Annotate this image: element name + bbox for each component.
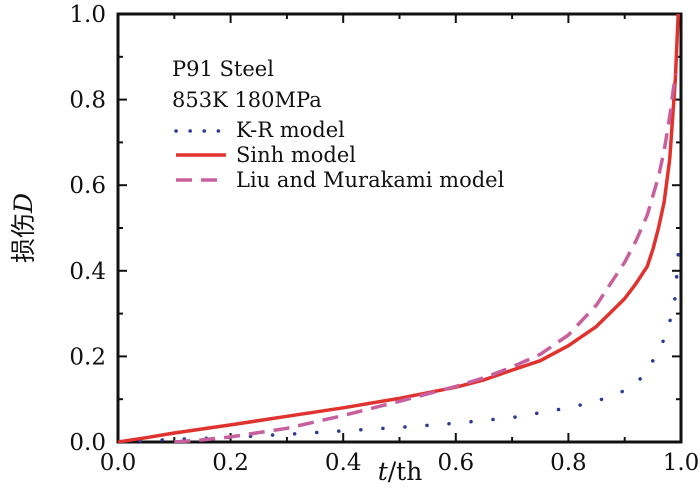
legend-label-kr: K-R model bbox=[236, 118, 345, 142]
x-axis-label: t/th bbox=[378, 457, 423, 486]
x-tick-label: 0.4 bbox=[325, 450, 362, 476]
series-line-sinh-model bbox=[118, 13, 680, 443]
x-tick-label: 0.2 bbox=[212, 450, 249, 476]
y-axis-label: 损伤D bbox=[9, 193, 38, 263]
legend-label-liu: Liu and Murakami model bbox=[236, 168, 505, 192]
legend: K-R model Sinh model Liu and Murakami mo… bbox=[174, 118, 505, 192]
y-tick-label: 1.0 bbox=[69, 2, 106, 28]
x-tick-label: 0.6 bbox=[438, 450, 475, 476]
legend-label-sinh: Sinh model bbox=[236, 143, 356, 167]
x-tick-label: 0.0 bbox=[100, 450, 137, 476]
y-tick-label: 0.0 bbox=[69, 430, 106, 456]
annotation-conditions: 853K 180MPa bbox=[172, 88, 322, 112]
x-tick-label: 0.8 bbox=[550, 450, 587, 476]
y-tick-label: 0.8 bbox=[69, 88, 106, 114]
y-axis-label-cjk: 损伤 bbox=[9, 213, 38, 263]
annotation-material: P91 Steel bbox=[172, 57, 274, 81]
x-axis-label-symbol: t bbox=[378, 457, 389, 486]
x-tick-labels: 0.0 0.2 0.4 0.6 0.8 1.0 bbox=[100, 450, 700, 476]
series-line-liu-and-murakami-model bbox=[174, 73, 678, 443]
y-tick-labels: 0.0 0.2 0.4 0.6 0.8 1.0 bbox=[69, 2, 106, 456]
y-axis-label-symbol: D bbox=[9, 193, 38, 214]
y-tick-label: 0.6 bbox=[69, 173, 106, 199]
series-group bbox=[118, 13, 680, 443]
x-tick-label: 1.0 bbox=[663, 450, 700, 476]
series-line-k-r-model bbox=[118, 251, 680, 443]
y-tick-label: 0.4 bbox=[69, 259, 106, 285]
y-tick-label: 0.2 bbox=[69, 344, 106, 370]
x-axis-label-unit: /th bbox=[388, 457, 423, 486]
